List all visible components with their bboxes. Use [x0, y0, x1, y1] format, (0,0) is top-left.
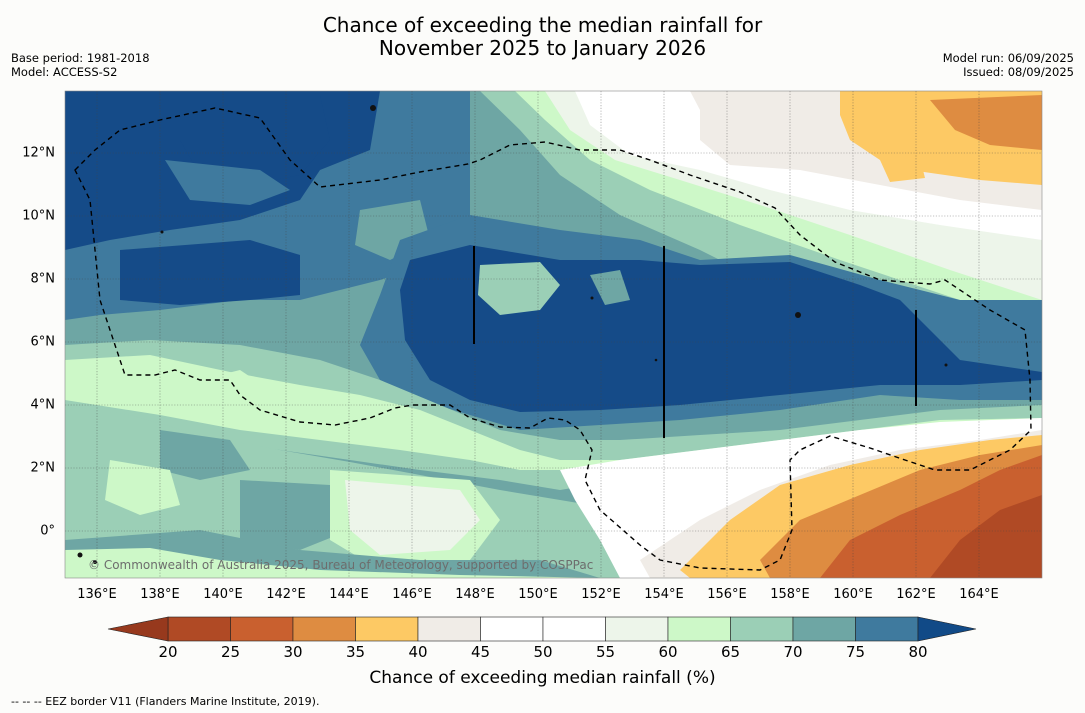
lon-label: 140°E: [203, 587, 243, 602]
lon-label: 144°E: [329, 587, 369, 602]
colorbar-title: Chance of exceeding median rainfall (%): [369, 668, 716, 688]
lon-label: 154°E: [644, 587, 684, 602]
colorbar-swatch: [730, 616, 794, 642]
colorbar: [107, 616, 977, 642]
colorbar-tick: 80: [908, 643, 928, 661]
lon-label: 138°E: [140, 587, 180, 602]
lon-label: 150°E: [518, 587, 558, 602]
lat-label: 8°N: [30, 271, 56, 287]
lon-label: 142°E: [266, 587, 306, 602]
colorbar-high-extend: [917, 616, 977, 642]
colorbar-low-extend: [107, 616, 169, 642]
lon-label: 158°E: [770, 587, 810, 602]
rainfall-probability-field: [65, 91, 1042, 578]
colorbar-tick: 20: [158, 643, 178, 661]
colorbar-tick: 75: [845, 643, 866, 661]
lon-label: 146°E: [392, 587, 432, 602]
lon-label: 164°E: [959, 587, 999, 602]
colorbar-tick: 30: [283, 643, 303, 661]
base-period: Base period: 1981-2018: [11, 51, 150, 65]
model-name: Model: ACCESS-S2: [11, 65, 118, 79]
lat-label: 12°N: [22, 145, 55, 161]
lon-label: 160°E: [833, 587, 873, 602]
map-frame: [64, 90, 1043, 579]
colorbar-tick: 25: [220, 643, 241, 661]
colorbar-tick: 55: [595, 643, 616, 661]
colorbar-swatch: [167, 616, 231, 642]
lon-label: 136°E: [77, 587, 117, 602]
colorbar-swatch: [230, 616, 294, 642]
lat-label: 10°N: [22, 208, 55, 224]
lon-label: 162°E: [896, 587, 936, 602]
graticule: [65, 91, 1042, 578]
colorbar-tick: 35: [345, 643, 366, 661]
lon-label: 152°E: [581, 587, 621, 602]
islands: [77, 105, 948, 564]
eez-footnote: -- -- -- EEZ border V11 (Flanders Marine…: [11, 695, 320, 708]
issued-date: Issued: 08/09/2025: [963, 65, 1074, 79]
lon-label: 156°E: [707, 587, 747, 602]
boundary-lines: [473, 246, 917, 438]
title-line-1: Chance of exceeding the median rainfall …: [322, 13, 763, 37]
colorbar-swatch: [542, 616, 606, 642]
copyright-notice: © Commonwealth of Australia 2025, Bureau…: [88, 558, 594, 572]
colorbar-tick: 45: [470, 643, 491, 661]
meta-left: Base period: 1981-2018 Model: ACCESS-S2: [11, 51, 150, 79]
colorbar-tick: 60: [658, 643, 678, 661]
lat-label: 6°N: [30, 334, 56, 350]
map-title: Chance of exceeding the median rainfall …: [0, 14, 1085, 60]
model-run: Model run: 06/09/2025: [942, 51, 1074, 65]
meta-right: Model run: 06/09/2025 Issued: 08/09/2025: [943, 51, 1074, 79]
lat-label: 2°N: [30, 460, 56, 476]
colorbar-swatch: [605, 616, 669, 642]
colorbar-tick: 50: [533, 643, 553, 661]
colorbar-tick: 70: [783, 643, 803, 661]
colorbar-swatch: [480, 616, 544, 642]
colorbar-swatch: [855, 616, 919, 642]
lon-label: 148°E: [455, 587, 495, 602]
colorbar-tick: 65: [720, 643, 741, 661]
lat-label: 0°: [40, 523, 55, 539]
colorbar-swatch: [355, 616, 419, 642]
colorbar-tick: 40: [408, 643, 428, 661]
lat-label: 4°N: [30, 397, 56, 413]
colorbar-swatch: [417, 616, 481, 642]
title-line-2: November 2025 to January 2026: [378, 36, 707, 60]
colorbar-swatch: [792, 616, 856, 642]
colorbar-swatch: [292, 616, 356, 642]
colorbar-swatch: [667, 616, 731, 642]
